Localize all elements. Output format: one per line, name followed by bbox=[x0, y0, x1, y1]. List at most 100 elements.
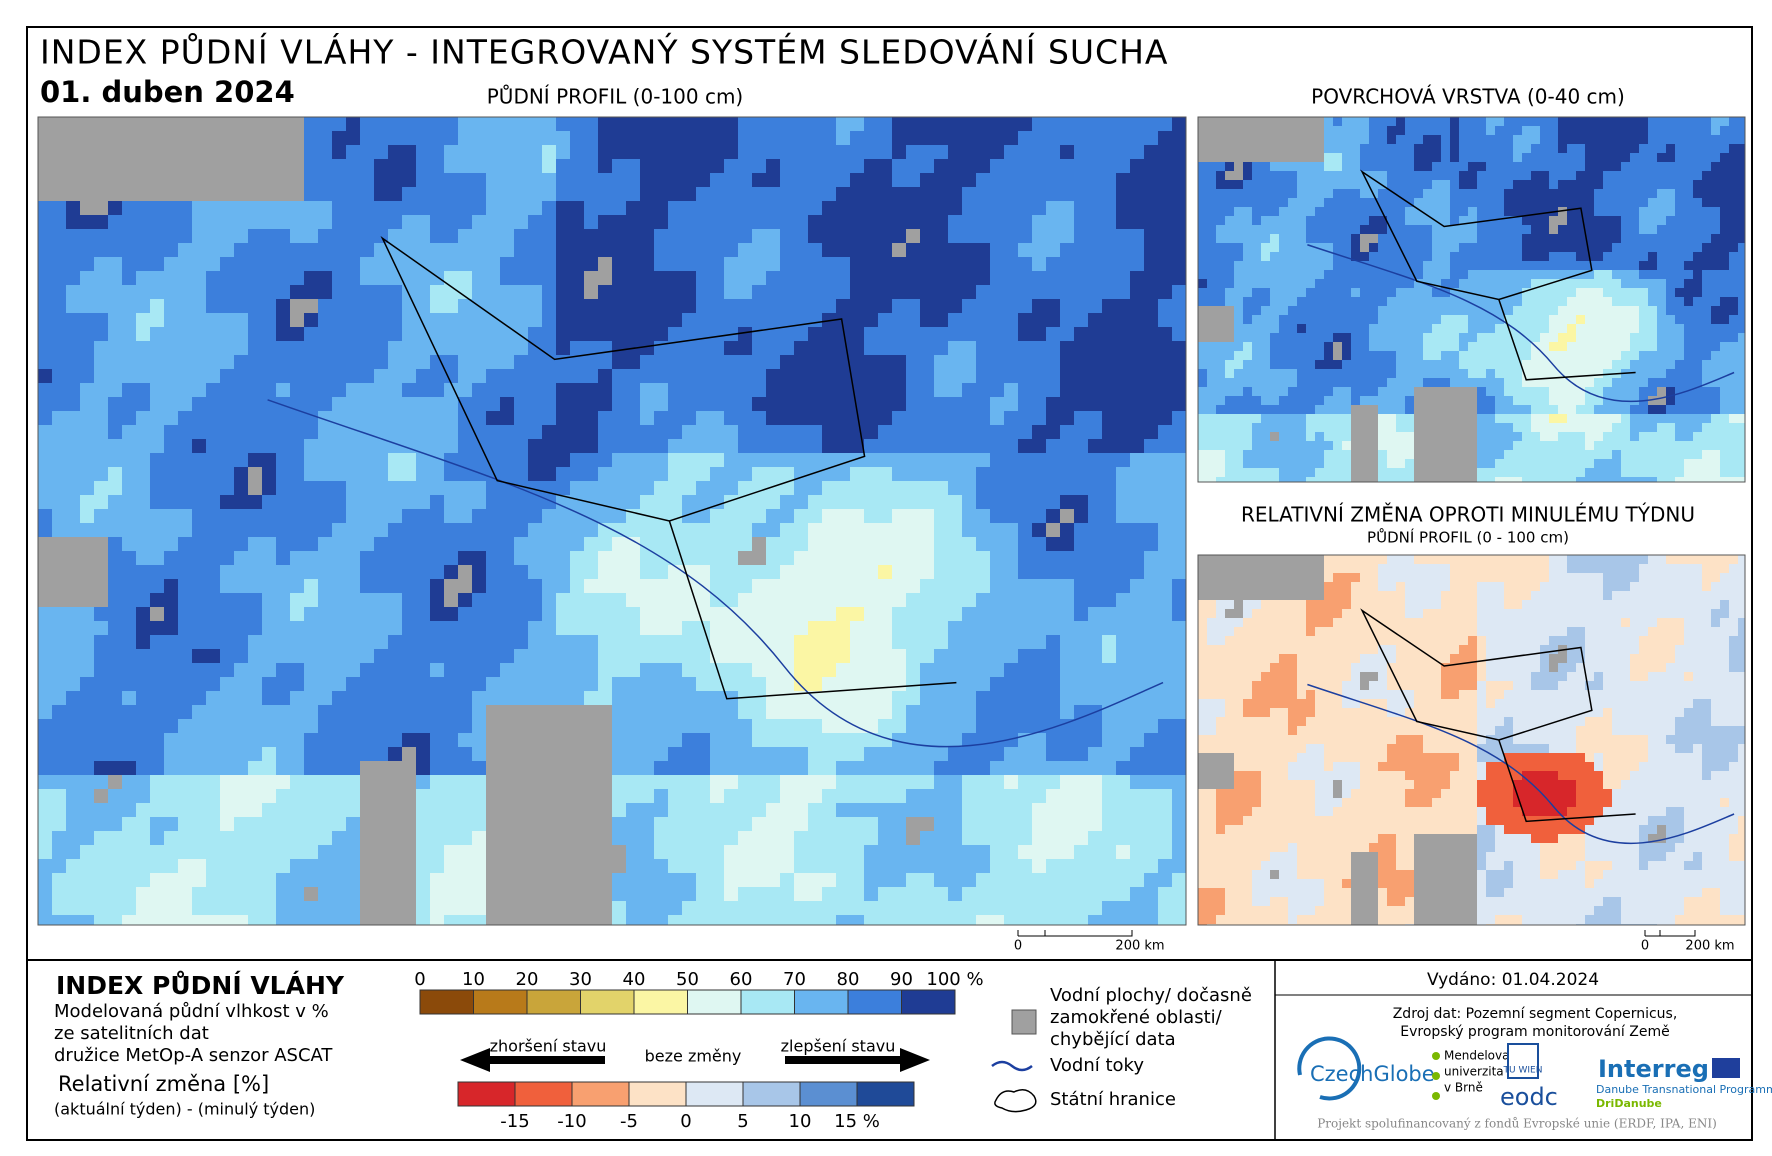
map-cell bbox=[696, 733, 710, 747]
map-cell bbox=[108, 495, 122, 509]
map-cell bbox=[1486, 144, 1495, 153]
map-cell bbox=[570, 551, 584, 565]
map-cell bbox=[1684, 117, 1693, 126]
map-cell bbox=[1342, 171, 1351, 180]
map-cell bbox=[696, 705, 710, 719]
map-cell bbox=[1522, 126, 1531, 135]
map-cell bbox=[892, 523, 906, 537]
map-cell bbox=[878, 481, 892, 495]
map-cell bbox=[332, 775, 346, 789]
map-cell bbox=[556, 369, 570, 383]
map-cell bbox=[556, 397, 570, 411]
map-cell bbox=[836, 677, 850, 691]
map-cell bbox=[150, 397, 164, 411]
map-cell bbox=[220, 341, 234, 355]
map-cell bbox=[1004, 495, 1018, 509]
map-cell bbox=[1046, 621, 1060, 635]
map-cell bbox=[1102, 145, 1116, 159]
map-cell bbox=[598, 145, 612, 159]
map-cell bbox=[696, 747, 710, 761]
map-cell bbox=[108, 481, 122, 495]
map-cell bbox=[1032, 775, 1046, 789]
map-cell bbox=[332, 705, 346, 719]
map-cell bbox=[290, 635, 304, 649]
map-cell bbox=[864, 803, 878, 817]
map-cell bbox=[388, 719, 402, 733]
map-cell bbox=[1504, 198, 1513, 207]
map-cell bbox=[192, 397, 206, 411]
map-cell bbox=[318, 383, 332, 397]
map-cell bbox=[192, 271, 206, 285]
map-cell bbox=[122, 789, 136, 803]
map-cell bbox=[444, 509, 458, 523]
map-cell bbox=[220, 803, 234, 817]
map-cell bbox=[290, 649, 304, 663]
map-cell bbox=[1074, 439, 1088, 453]
map-cell bbox=[864, 747, 878, 761]
map-cell bbox=[990, 915, 1004, 925]
map-cell bbox=[990, 761, 1004, 775]
map-cell bbox=[822, 915, 836, 925]
map-cell bbox=[472, 257, 486, 271]
map-cell bbox=[1666, 135, 1675, 144]
map-cell bbox=[388, 299, 402, 313]
map-cell bbox=[500, 117, 514, 131]
map-cell bbox=[710, 537, 724, 551]
map-cell bbox=[1450, 162, 1459, 171]
map-cell bbox=[416, 243, 430, 257]
map-cell bbox=[1088, 873, 1102, 887]
map-cell bbox=[1378, 153, 1387, 162]
map-cell bbox=[752, 201, 766, 215]
map-cell bbox=[892, 509, 906, 523]
map-cell bbox=[906, 747, 920, 761]
map-cell bbox=[752, 313, 766, 327]
map-cell bbox=[248, 271, 262, 285]
map-cell bbox=[738, 789, 752, 803]
map-cell bbox=[990, 173, 1004, 187]
map-cell bbox=[192, 845, 206, 859]
map-cell bbox=[1102, 523, 1116, 537]
map-cell bbox=[136, 565, 150, 579]
map-cell bbox=[934, 299, 948, 313]
map-cell bbox=[500, 509, 514, 523]
map-cell bbox=[234, 481, 248, 495]
map-cell bbox=[1172, 453, 1186, 467]
map-cell bbox=[1738, 126, 1745, 135]
map-cell bbox=[836, 761, 850, 775]
map-cell bbox=[66, 509, 80, 523]
map-cell bbox=[640, 201, 654, 215]
map-cell bbox=[1144, 607, 1158, 621]
map-cell bbox=[1046, 257, 1060, 271]
map-cell bbox=[472, 845, 486, 859]
map-cell bbox=[1639, 117, 1648, 126]
map-cell bbox=[304, 509, 318, 523]
map-cell bbox=[444, 887, 458, 901]
map-cell bbox=[52, 495, 66, 509]
map-cell bbox=[430, 579, 444, 593]
map-cell bbox=[1477, 135, 1486, 144]
map-cell bbox=[416, 817, 430, 831]
map-cell bbox=[654, 915, 668, 925]
map-cell bbox=[192, 523, 206, 537]
map-cell bbox=[122, 593, 136, 607]
map-cell bbox=[1116, 747, 1130, 761]
map-cell bbox=[192, 803, 206, 817]
map-cell bbox=[766, 495, 780, 509]
map-cell bbox=[346, 411, 360, 425]
map-cell bbox=[654, 873, 668, 887]
map-cell bbox=[248, 747, 262, 761]
map-cell bbox=[108, 691, 122, 705]
map-cell bbox=[220, 579, 234, 593]
map-cell bbox=[1158, 299, 1172, 313]
map-cell bbox=[430, 243, 444, 257]
map-cell bbox=[220, 453, 234, 467]
map-cell bbox=[906, 635, 920, 649]
map-cell bbox=[262, 691, 276, 705]
map-cell bbox=[108, 789, 122, 803]
map-cell bbox=[640, 747, 654, 761]
map-cell bbox=[1450, 117, 1459, 126]
map-cell bbox=[458, 551, 472, 565]
map-cell bbox=[1060, 551, 1074, 565]
map-cell bbox=[556, 313, 570, 327]
map-cell bbox=[528, 411, 542, 425]
